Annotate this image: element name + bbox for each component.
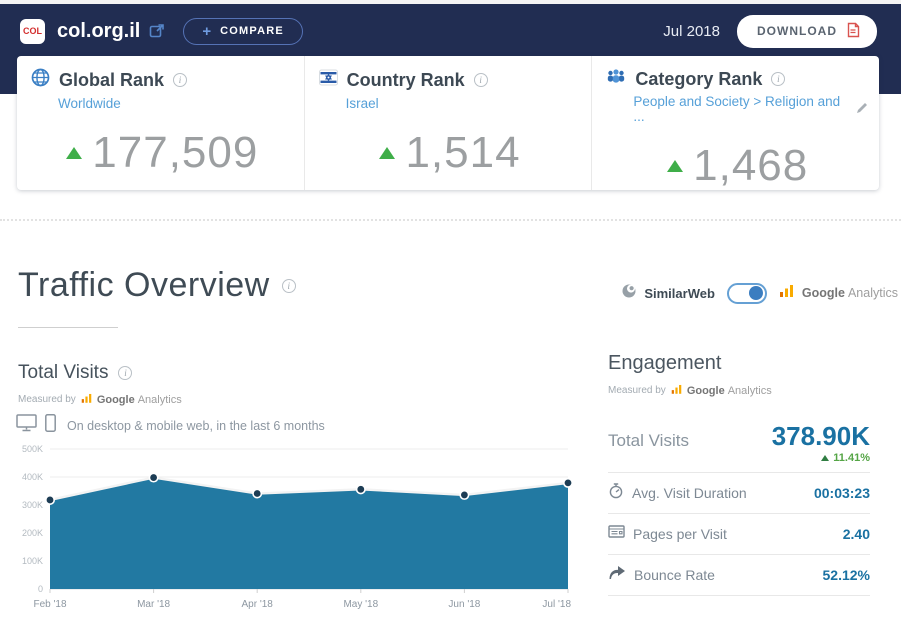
metric-label: Avg. Visit Duration (632, 485, 747, 502)
favicon-text: COL (23, 26, 42, 36)
source-toggle-switch[interactable] (726, 282, 767, 304)
measured-by-row: Measured by Google Analytics (608, 381, 870, 399)
total-visits-value: 378.90K (771, 421, 870, 451)
metric-label: Total Visits (608, 431, 689, 450)
site-name: col.org.il (57, 19, 141, 42)
bounce-rate-value: 52.12% (822, 567, 870, 584)
country-rank-card: Country Rank i Israel 1,514 (303, 56, 592, 190)
engagement-panel: Engagement Measured by Google Analytics T… (608, 352, 870, 597)
rank-summary-card: Global Rank i Worldwide 177,509 Country … (17, 56, 879, 190)
metric-label: Bounce Rate (634, 567, 715, 584)
top-strip (0, 0, 901, 4)
navbar: COL col.org.il + COMPARE Jul 2018 DOWNLO… (0, 4, 901, 58)
category-rank-card: Category Rank i People and Society > Rel… (591, 56, 879, 190)
stopwatch-icon (608, 482, 624, 504)
mobile-icon (45, 414, 56, 437)
svg-text:Jul '18: Jul '18 (542, 599, 571, 610)
pages-per-visit-value: 2.40 (842, 526, 870, 543)
total-visits-title: Total Visits (18, 362, 109, 383)
desktop-icon (16, 414, 38, 437)
scope-note: On desktop & mobile web, in the last 6 m… (67, 418, 325, 433)
engagement-title: Engagement (608, 352, 722, 374)
rank-up-arrow-icon (66, 147, 83, 159)
compare-button[interactable]: + COMPARE (183, 17, 303, 45)
rank-title: Category Rank (635, 68, 763, 89)
device-scope-row: On desktop & mobile web, in the last 6 m… (16, 414, 325, 437)
rank-title: Global Rank (59, 69, 165, 90)
svg-text:May '18: May '18 (343, 599, 378, 610)
israel-flag-icon (318, 68, 338, 92)
total-visits-chart: 0 100K 200K 300K 400K 500K Feb '18 Mar '18 Apr '… (12, 442, 573, 616)
svg-text:0: 0 (38, 584, 43, 594)
rank-up-arrow-icon (667, 160, 684, 172)
info-icon[interactable]: i (771, 72, 786, 86)
ga-brand-bold: Google (686, 385, 725, 397)
people-group-icon (606, 68, 626, 90)
data-source-toggle-group: SimilarWeb Google Analytics (622, 281, 898, 305)
google-analytics-logo-icon (779, 284, 794, 302)
dotted-separator (0, 219, 901, 221)
avg-visit-duration-row: Avg. Visit Duration 00:03:23 (608, 473, 870, 515)
measured-by-label: Measured by (18, 393, 76, 405)
info-icon[interactable]: i (281, 278, 296, 293)
worldwide-link[interactable]: Worldwide (58, 96, 121, 111)
engagement-total-visits-row: Total Visits 378.90K 11.41% (608, 421, 870, 474)
ga-label-bold: Google (801, 286, 845, 300)
google-analytics-logo-icon (81, 390, 92, 408)
plus-icon: + (202, 22, 212, 40)
compare-label: COMPARE (220, 25, 284, 37)
svg-text:Feb '18: Feb '18 (33, 599, 66, 610)
total-visits-change: 11.41% (833, 452, 870, 465)
global-rank-card: Global Rank i Worldwide 177,509 (17, 56, 304, 190)
download-label: DOWNLOAD (757, 24, 837, 38)
rank-title: Country Rank (346, 69, 465, 90)
country-link[interactable]: Israel (345, 96, 379, 111)
traffic-overview-title: Traffic Overview (18, 266, 270, 304)
rank-up-arrow-icon (379, 147, 396, 159)
svg-text:Jun '18: Jun '18 (448, 599, 480, 610)
bounce-arrow-icon (608, 565, 626, 585)
similarweb-label: SimilarWeb (644, 285, 715, 301)
pages-per-visit-row: Pages per Visit 2.40 (608, 514, 870, 556)
measured-by-row: Measured by Google Analytics (18, 390, 182, 408)
title-underline (18, 327, 118, 328)
pdf-icon (846, 22, 861, 41)
svg-text:400K: 400K (22, 472, 43, 482)
svg-text:100K: 100K (22, 556, 43, 566)
metric-label: Pages per Visit (633, 526, 727, 543)
external-link-icon[interactable] (149, 23, 165, 39)
download-button[interactable]: DOWNLOAD (737, 14, 877, 48)
avg-visit-duration-value: 00:03:23 (813, 485, 870, 502)
google-analytics-logo-icon (671, 381, 682, 399)
ga-label-light: Analytics (847, 286, 898, 300)
svg-text:500K: 500K (22, 444, 43, 454)
global-rank-value: 177,509 (92, 128, 259, 177)
ga-brand-bold: Google (96, 394, 135, 406)
toggle-knob (748, 286, 763, 300)
info-icon[interactable]: i (118, 366, 133, 380)
info-icon[interactable]: i (473, 73, 488, 87)
globe-icon (31, 68, 50, 92)
measured-by-label: Measured by (608, 384, 666, 396)
site-favicon: COL (20, 18, 45, 44)
category-link[interactable]: People and Society > Religion and ... (633, 94, 841, 124)
svg-text:Apr '18: Apr '18 (242, 599, 274, 610)
svg-text:200K: 200K (22, 528, 43, 538)
ga-brand-light: Analytics (137, 394, 182, 406)
change-up-caret-icon (821, 455, 830, 462)
pencil-icon[interactable] (855, 101, 869, 118)
bounce-rate-row: Bounce Rate 52.12% (608, 555, 870, 597)
similarweb-logo-icon (622, 284, 636, 303)
category-rank-value: 1,468 (693, 141, 809, 190)
info-icon[interactable]: i (173, 73, 188, 87)
country-rank-value: 1,514 (405, 128, 521, 177)
ga-brand-light: Analytics (727, 385, 772, 397)
svg-text:Mar '18: Mar '18 (137, 599, 170, 610)
svg-text:300K: 300K (22, 500, 43, 510)
pages-icon (608, 524, 625, 544)
report-month: Jul 2018 (663, 22, 720, 40)
